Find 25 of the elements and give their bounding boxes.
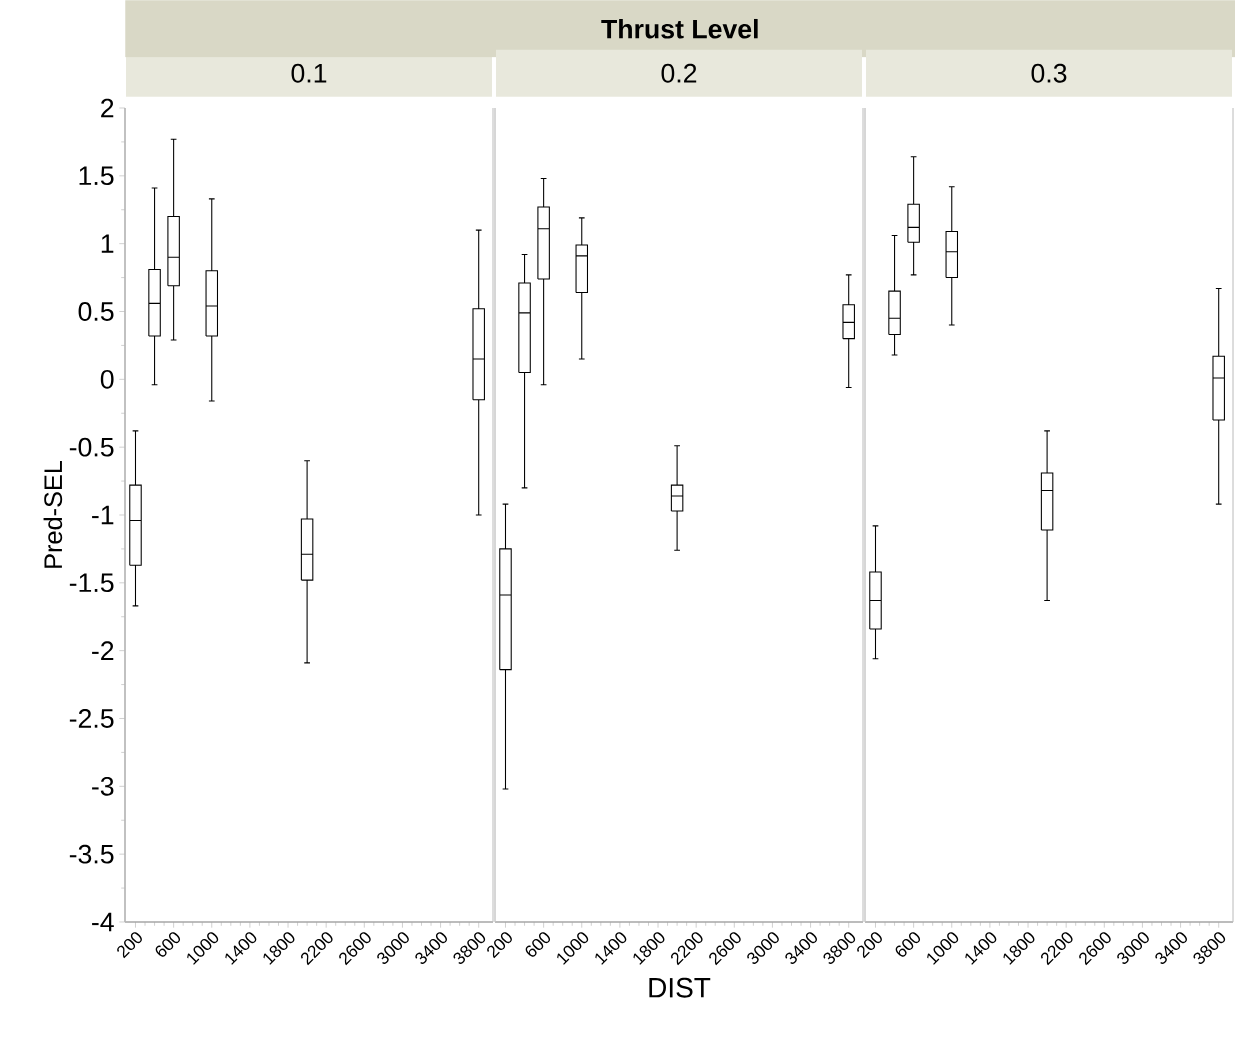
y-tick-label: -0.5 [69, 437, 114, 457]
x-tick-label: 200 [487, 932, 512, 959]
x-axis-title: DIST [649, 977, 711, 998]
y-tick-label: 1.5 [79, 166, 114, 186]
x-tick-label: 600 [525, 932, 551, 957]
y-tick-label: -2 [92, 641, 114, 660]
chart-title: 0.1 [291, 63, 327, 83]
y-tick-label: 0 [100, 369, 114, 389]
y-tick-label: -1.5 [69, 573, 114, 593]
x-tick-label: 600 [155, 932, 181, 957]
y-tick-label: 1 [101, 234, 114, 253]
y-axis-title: Pred-SEL [43, 460, 63, 568]
y-tick-label: -3 [92, 776, 114, 796]
y-tick-label: -3.5 [69, 844, 114, 864]
x-tick-label: 200 [117, 932, 142, 959]
x-tick-label: 600 [895, 932, 921, 957]
y-tick-label: -1 [92, 505, 114, 525]
y-tick-label: 2 [101, 98, 114, 118]
y-tick-label: 0.5 [78, 302, 114, 321]
chart-title: 0.3 [1031, 63, 1067, 83]
y-tick-label: -4 [92, 912, 114, 932]
text: Thrust Level [601, 18, 758, 39]
x-tick-label: 200 [857, 932, 882, 959]
chart-title: 0.2 [661, 63, 697, 83]
y-tick-label: -2.5 [69, 709, 114, 728]
